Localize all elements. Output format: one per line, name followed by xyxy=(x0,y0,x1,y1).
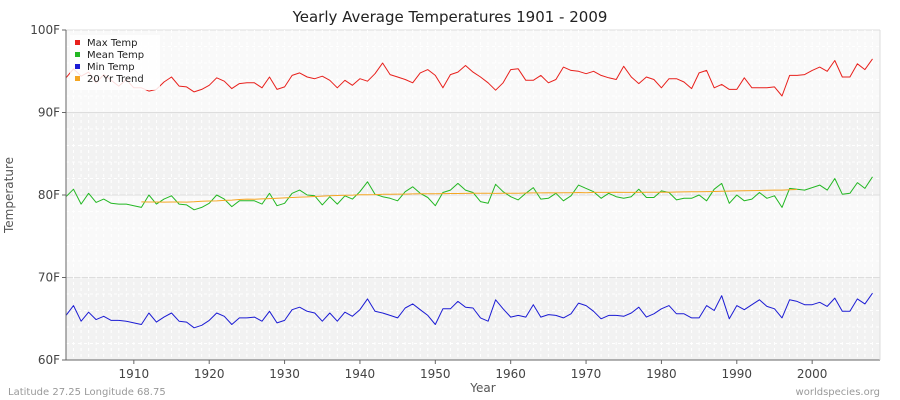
legend-label: 20 Yr Trend xyxy=(87,74,144,85)
legend-swatch xyxy=(75,64,80,69)
legend-label: Max Temp xyxy=(87,38,138,49)
footer-location: Latitude 27.25 Longitude 68.75 xyxy=(8,387,166,398)
x-tick-label: 1930 xyxy=(269,367,300,381)
x-tick-label: 1960 xyxy=(495,367,526,381)
y-tick-label: 70F xyxy=(38,271,60,285)
series-line-min-temp xyxy=(65,292,873,329)
series-line-mean-temp xyxy=(65,176,873,211)
y-tick-label: 90F xyxy=(38,106,60,120)
x-tick-label: 1970 xyxy=(571,367,602,381)
series-line-20-yr-trend xyxy=(141,189,798,203)
legend-swatch xyxy=(75,76,80,81)
x-tick-label: 1910 xyxy=(119,367,150,381)
footer-source: worldspecies.org xyxy=(796,387,880,398)
x-tick-label: 2000 xyxy=(797,367,828,381)
x-tick-label: 1950 xyxy=(420,367,451,381)
legend-label: Mean Temp xyxy=(87,50,144,61)
x-axis-label: Year xyxy=(469,381,495,395)
axes: 60F 70F 80F 90F 100F 1910 1920 1930 1940 1950 1960… xyxy=(30,23,881,381)
y-tick-label: 60F xyxy=(38,353,60,367)
legend-swatch xyxy=(75,40,80,45)
x-tick-label: 1990 xyxy=(722,367,753,381)
x-tick-label: 1940 xyxy=(345,367,376,381)
legend-label: Min Temp xyxy=(87,62,135,73)
x-tick-label: 1920 xyxy=(194,367,225,381)
legend-swatch xyxy=(75,52,80,57)
chart-title: Yearly Average Temperatures 1901 - 2009 xyxy=(292,8,608,26)
series-line-max-temp xyxy=(65,58,873,97)
y-axis-label: Temperature xyxy=(2,157,16,234)
grid-lines xyxy=(65,29,881,361)
legend-box xyxy=(70,35,160,90)
y-tick-label: 80F xyxy=(38,188,60,202)
x-tick-label: 1980 xyxy=(646,367,677,381)
y-tick-label: 100F xyxy=(30,23,60,37)
series-layer xyxy=(65,58,873,329)
